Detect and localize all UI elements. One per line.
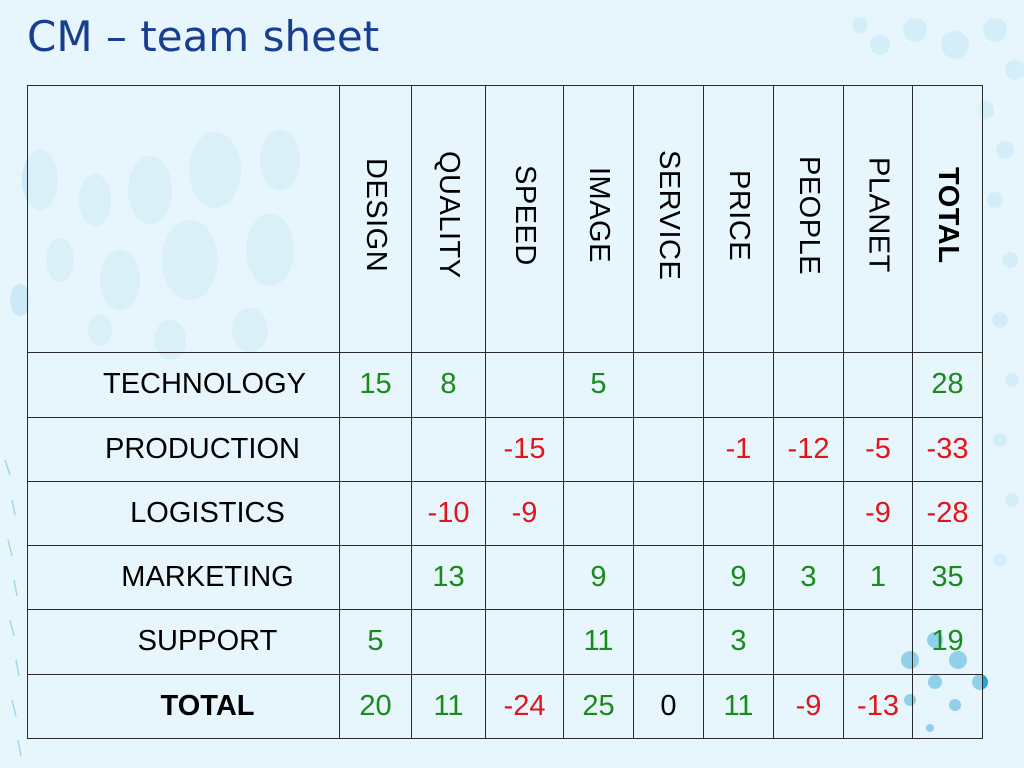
table-cell — [485, 352, 564, 418]
table-cell: 35 — [912, 545, 983, 611]
table-cell — [485, 545, 564, 611]
table-cell: 9 — [703, 545, 774, 611]
table-cell: 0 — [633, 673, 704, 740]
table-cell — [912, 673, 983, 740]
table-cell: 13 — [411, 545, 486, 611]
row-label: SUPPORT — [27, 609, 340, 675]
table-cell: 11 — [563, 609, 634, 675]
table-cell: -1 — [703, 416, 774, 482]
column-header-design: DESIGN — [339, 84, 412, 354]
table-cell — [411, 416, 486, 482]
table-row: TOTAL 20 11 -24 25 0 11 -9 -13 — [27, 673, 983, 740]
table-cell — [563, 416, 634, 482]
table-cell: 11 — [703, 673, 774, 740]
column-header-total: TOTAL — [912, 84, 983, 354]
table-cell: 3 — [703, 609, 774, 675]
table-cell: 25 — [563, 673, 634, 740]
table-cell — [843, 352, 913, 418]
table-cell — [339, 480, 412, 547]
table-cell: 11 — [411, 673, 486, 740]
row-label: PRODUCTION — [27, 416, 340, 482]
table-row: LOGISTICS -10 -9 -9 -28 — [27, 480, 983, 547]
table-cell — [633, 416, 704, 482]
table-cell — [843, 609, 913, 675]
table-cell — [633, 352, 704, 418]
table-cell — [411, 609, 486, 675]
table-row: SUPPORT 5 11 3 19 — [27, 609, 983, 675]
slide-title: CM – team sheet — [27, 12, 380, 61]
table-cell: -13 — [843, 673, 913, 740]
table-cell — [633, 480, 704, 547]
table-cell: -9 — [485, 480, 564, 547]
table-cell: -10 — [411, 480, 486, 547]
table-cell — [633, 545, 704, 611]
table-cell — [703, 480, 774, 547]
table-cell — [633, 609, 704, 675]
table-cell: 9 — [563, 545, 634, 611]
table-row: TECHNOLOGY 15 8 5 28 — [27, 352, 983, 418]
table-cell — [773, 480, 844, 547]
column-header-image: IMAGE — [563, 84, 634, 354]
column-header-speed: SPEED — [485, 84, 564, 354]
table-cell: -12 — [773, 416, 844, 482]
table-cell — [703, 352, 774, 418]
table-cell — [563, 480, 634, 547]
team-sheet-table: DESIGN QUALITY SPEED IMAGE SERVICE PRICE… — [27, 84, 983, 740]
table-cell — [773, 352, 844, 418]
column-header-people: PEOPLE — [773, 84, 844, 354]
column-header-service: SERVICE — [633, 84, 704, 354]
table-cell — [773, 609, 844, 675]
table-cell: 3 — [773, 545, 844, 611]
table-cell: 15 — [339, 352, 412, 418]
header-row: DESIGN QUALITY SPEED IMAGE SERVICE PRICE… — [27, 84, 983, 354]
table-cell: -33 — [912, 416, 983, 482]
table-cell: -9 — [843, 480, 913, 547]
table-cell: 5 — [339, 609, 412, 675]
table-cell: -28 — [912, 480, 983, 547]
column-header-price: PRICE — [703, 84, 774, 354]
table-cell: 8 — [411, 352, 486, 418]
table-cell: 1 — [843, 545, 913, 611]
table-cell: -5 — [843, 416, 913, 482]
table-cell — [485, 609, 564, 675]
table-row: PRODUCTION -15 -1 -12 -5 -33 — [27, 416, 983, 482]
table-cell: 20 — [339, 673, 412, 740]
row-label: LOGISTICS — [27, 480, 340, 547]
table-cell: -15 — [485, 416, 564, 482]
table-cell — [339, 416, 412, 482]
table-cell: -9 — [773, 673, 844, 740]
table-cell — [339, 545, 412, 611]
table-row: MARKETING 13 9 9 3 1 35 — [27, 545, 983, 611]
row-label: TOTAL — [27, 673, 340, 740]
corner-cell — [27, 84, 340, 354]
table-cell: 28 — [912, 352, 983, 418]
column-header-quality: QUALITY — [411, 84, 486, 354]
table-cell: 19 — [912, 609, 983, 675]
row-label: TECHNOLOGY — [27, 352, 340, 418]
row-label: MARKETING — [27, 545, 340, 611]
column-header-planet: PLANET — [843, 84, 913, 354]
table-cell: -24 — [485, 673, 564, 740]
table-cell: 5 — [563, 352, 634, 418]
